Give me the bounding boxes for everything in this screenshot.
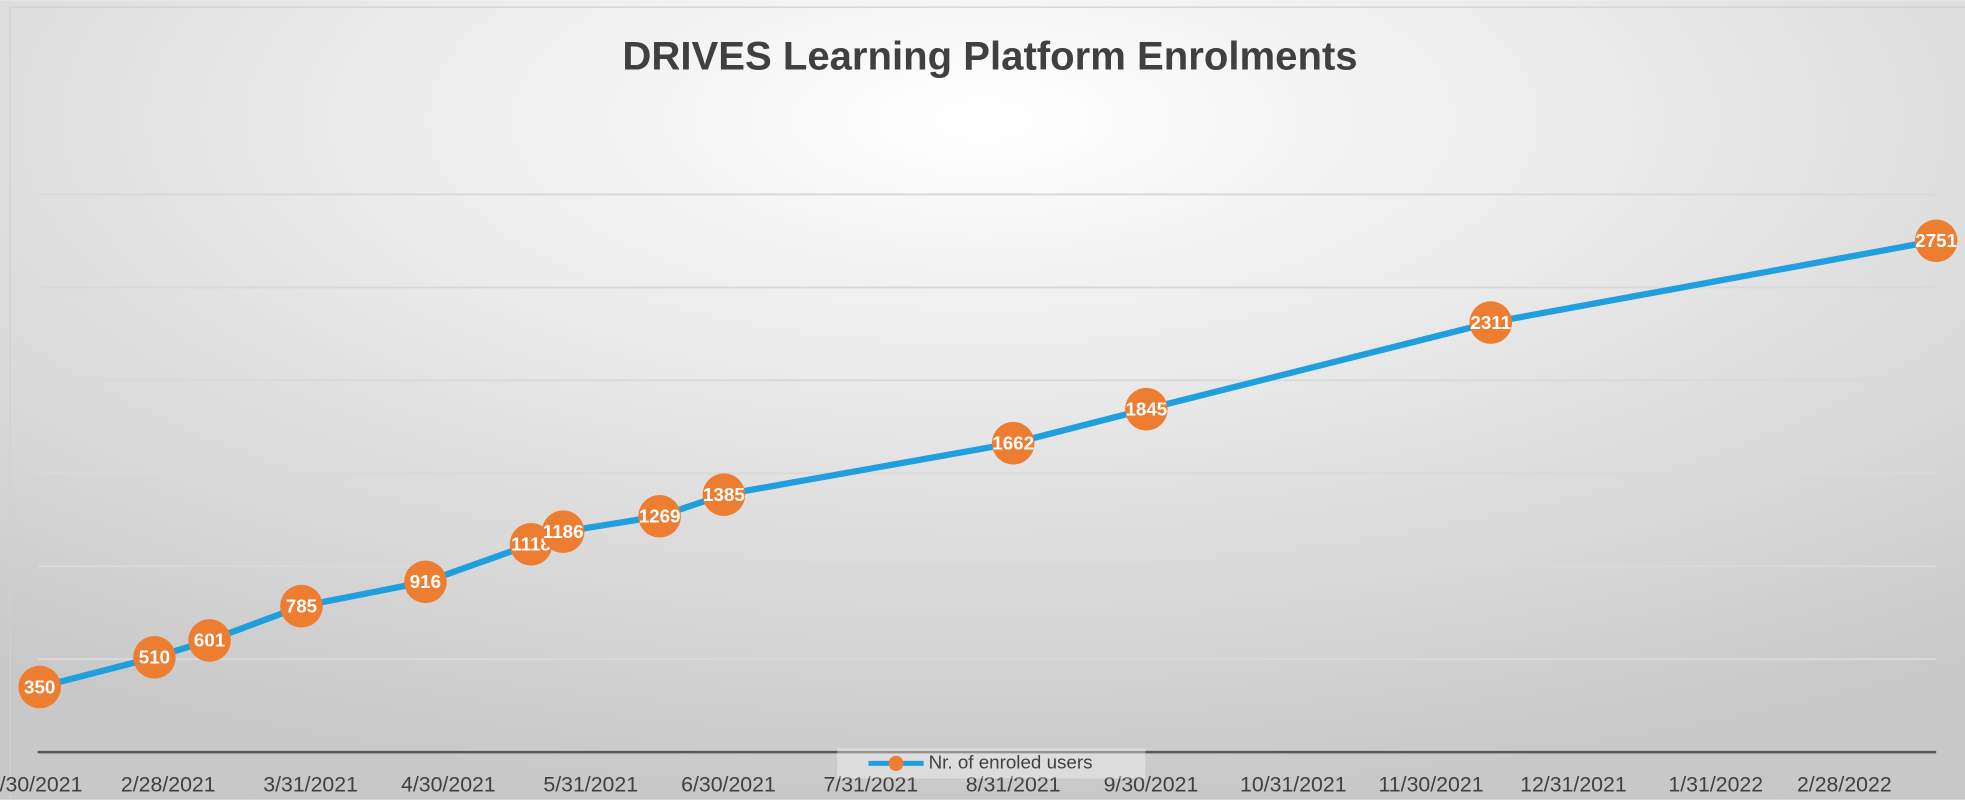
chart-title: DRIVES Learning Platform Enrolments <box>622 35 1357 79</box>
x-tick-label: 10/31/2021 <box>1240 773 1347 797</box>
marker <box>1125 387 1168 431</box>
data-label: 916 <box>410 571 441 592</box>
marker <box>541 510 585 553</box>
x-tick-label: 6/30/2021 <box>681 773 776 797</box>
data-label: 2311 <box>1470 312 1511 333</box>
marker <box>18 665 61 709</box>
marker <box>1469 301 1513 344</box>
chart-border <box>9 6 1965 800</box>
data-label: 1662 <box>992 432 1034 453</box>
data-label: 350 <box>24 676 55 697</box>
marker <box>188 619 231 662</box>
marker <box>280 584 323 628</box>
data-label: 1385 <box>703 484 745 505</box>
x-tick-label: 11/30/2021 <box>1379 773 1484 797</box>
data-label: 601 <box>194 630 225 651</box>
x-tick-label: 2/28/2021 <box>121 773 216 797</box>
data-label: 1118 <box>511 534 551 555</box>
data-label: 1269 <box>639 505 681 526</box>
data-label: 785 <box>286 595 317 616</box>
x-tick-label: 5/31/2021 <box>543 773 638 797</box>
grid <box>37 193 1937 754</box>
data-label: 1186 <box>543 521 584 542</box>
legend-label: Nr. of enroled users <box>929 751 1093 772</box>
data-label: 510 <box>139 647 170 668</box>
x-tick-label: 2/28/2022 <box>1797 773 1892 797</box>
data-label: 1845 <box>1125 398 1167 419</box>
x-tick-label: 9/30/2021 <box>1104 773 1199 797</box>
data-label: 2751 <box>1915 230 1957 251</box>
marker <box>133 636 176 679</box>
marker <box>638 494 681 538</box>
x-tick-label: 12/31/2021 <box>1520 773 1627 797</box>
marker <box>702 473 746 516</box>
legend: Nr. of enroled users <box>837 748 1146 779</box>
x-tick-label: 1/30/2021 <box>0 773 82 797</box>
marker <box>509 523 553 566</box>
marker <box>404 560 447 604</box>
x-tick-label: 4/30/2021 <box>401 773 496 797</box>
x-axis: 1/30/2021 2/28/2021 3/31/2021 4/30/2021 5/31… <box>0 773 1892 797</box>
marker <box>1914 219 1958 263</box>
x-tick-label: 1/31/2022 <box>1668 773 1763 797</box>
x-tick-label: 3/31/2021 <box>263 773 358 797</box>
x-tick-label: 7/31/2021 <box>823 773 918 797</box>
x-tick-label: 8/31/2021 <box>966 773 1061 797</box>
marker <box>991 421 1035 465</box>
legend-marker <box>888 755 904 771</box>
